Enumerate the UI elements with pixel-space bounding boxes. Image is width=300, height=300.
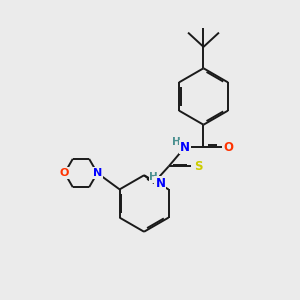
Text: S: S	[194, 160, 203, 173]
Text: O: O	[224, 140, 233, 154]
Text: N: N	[93, 168, 102, 178]
Text: O: O	[60, 168, 69, 178]
Text: H: H	[172, 137, 181, 147]
Text: H: H	[149, 172, 158, 182]
Text: N: N	[155, 177, 165, 190]
Text: N: N	[180, 140, 190, 154]
